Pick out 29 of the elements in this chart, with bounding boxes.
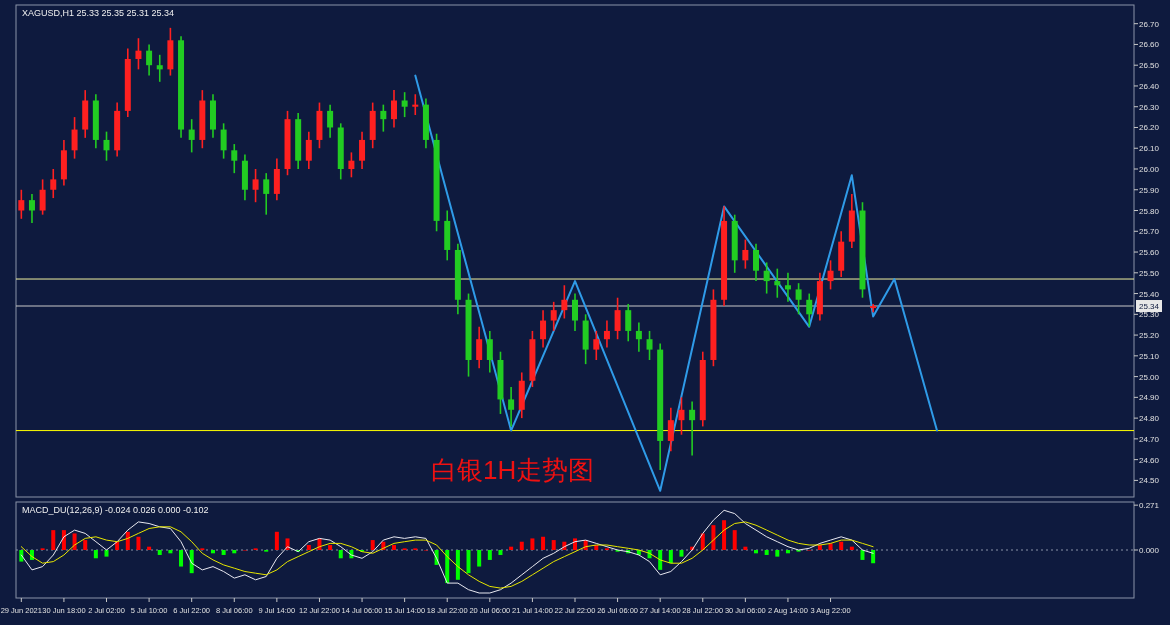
y-tick-label: 0.271 — [1139, 501, 1160, 511]
y-tick-label: 25.60 — [1139, 248, 1160, 258]
y-tick-label: 25.70 — [1139, 227, 1160, 237]
chart-title: XAGUSD,H1 25.33 25.35 25.31 25.34 — [22, 8, 175, 18]
y-tick-label: 24.90 — [1139, 393, 1160, 403]
y-tick-label: 25.10 — [1139, 351, 1160, 361]
y-tick-label: 26.10 — [1139, 144, 1160, 154]
y-tick-label: 25.50 — [1139, 268, 1160, 278]
y-tick-label: 24.70 — [1139, 434, 1160, 444]
annotation: 白银1H走势图 — [431, 455, 595, 485]
y-tick-label: 26.00 — [1139, 165, 1160, 174]
y-tick-label: 25.80 — [1139, 206, 1160, 216]
y-tick-label: 25.40 — [1139, 289, 1160, 299]
y-tick-label: 26.40 — [1139, 81, 1160, 91]
y-tick-label: 25.00 — [1139, 372, 1160, 382]
y-tick-label: 24.80 — [1139, 414, 1160, 424]
y-tick-label: 25.30 — [1139, 310, 1160, 320]
y-tick-label: 25.20 — [1139, 331, 1160, 341]
y-tick-label: 24.60 — [1139, 455, 1160, 465]
y-tick-label: 25.90 — [1139, 185, 1160, 195]
y-tick-label: 0.000 — [1139, 546, 1160, 555]
chart-title: MACD_DU(12,26,9) -0.024 0.026 0.000 -0.102 — [22, 505, 209, 515]
y-tick-label: 26.60 — [1139, 40, 1160, 50]
y-tick-label: 26.70 — [1139, 19, 1160, 29]
ref-line-label: 25.34 — [1139, 302, 1160, 312]
y-tick-label: 24.50 — [1139, 476, 1160, 486]
y-tick-label: 26.50 — [1139, 61, 1160, 71]
y-tick-label: 26.20 — [1139, 123, 1160, 133]
y-tick-label: 26.30 — [1139, 102, 1160, 112]
